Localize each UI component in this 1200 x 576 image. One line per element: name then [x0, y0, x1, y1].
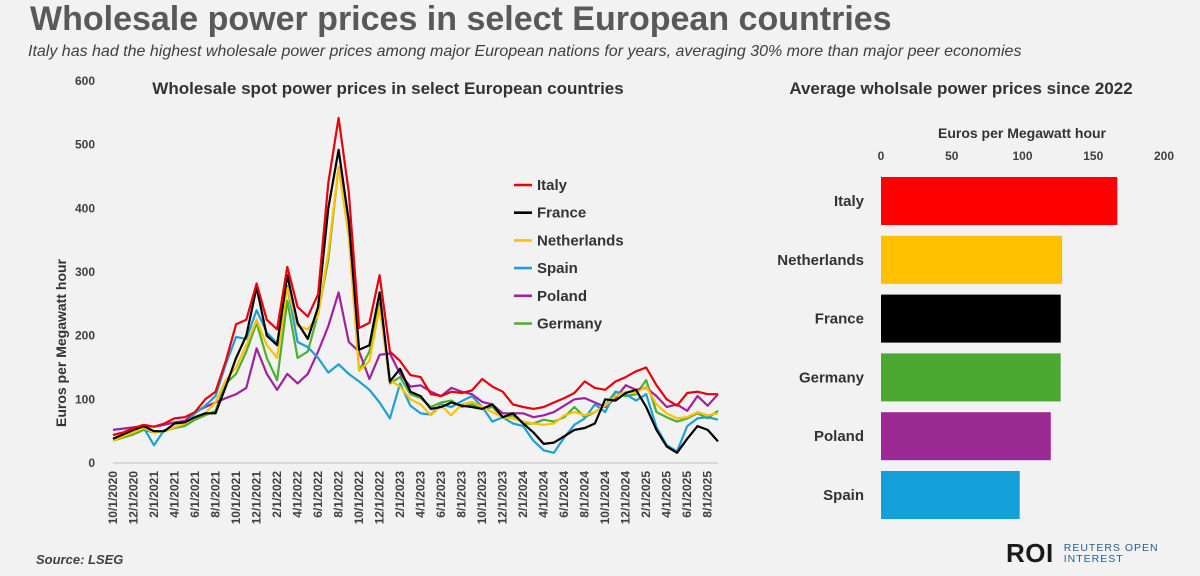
x-tick-label: 4/1/2022 [291, 471, 305, 518]
x-tick-label: 6/1/2022 [311, 471, 325, 518]
category-label-netherlands: Netherlands [777, 252, 864, 269]
series-line-france [112, 148, 719, 454]
legend-label-spain: Spain [537, 260, 578, 277]
series-line-netherlands [112, 165, 719, 442]
series-line-italy [112, 116, 718, 437]
x-tick-label: 4/1/2021 [168, 471, 182, 518]
x-tick-label: 2/1/2024 [516, 471, 530, 518]
logo-line-2: INTEREST [1063, 552, 1124, 565]
x-tick-label: 200 [1154, 149, 1174, 163]
bar-chart-title: Average wholsale power prices since 2022 [789, 79, 1132, 98]
y-axis-title: Euros per Megawatt hour [53, 258, 69, 427]
y-tick-label: 200 [75, 329, 95, 343]
legend: Italy France Netherlands Spain Poland Germany [514, 177, 624, 333]
x-tick-label: 8/1/2022 [332, 471, 346, 518]
y-axis-ticks: 0 100 200 300 400 500 600 [75, 74, 95, 470]
x-tick-label: 6/1/2024 [557, 471, 571, 518]
x-tick-label: 2/1/2021 [147, 471, 161, 518]
bar-poland [881, 412, 1051, 461]
x-tick-label: 8/1/2024 [578, 471, 592, 518]
x-axis-ticks: 10/1/2020 12/1/2020 2/1/2021 4/1/2021 6/1/20… [106, 462, 718, 525]
bar-france [881, 294, 1061, 343]
x-tick-label: 10/1/2021 [229, 471, 243, 525]
x-tick-label: 10/1/2024 [598, 471, 612, 525]
legend-label-poland: Poland [537, 288, 587, 305]
category-label-poland: Poland [814, 428, 864, 445]
y-tick-label: 500 [75, 138, 95, 152]
x-tick-label: 10/1/2023 [475, 471, 489, 525]
x-tick-label: 4/1/2025 [660, 471, 674, 518]
line-chart: Wholesale spot power prices in select Eu… [53, 74, 719, 525]
line-chart-title: Wholesale spot power prices in select Eu… [152, 79, 623, 98]
category-label-germany: Germany [799, 369, 865, 386]
x-tick-label: 2/1/2025 [639, 471, 653, 518]
legend-label-netherlands: Netherlands [537, 232, 624, 249]
legend-label-italy: Italy [537, 177, 568, 194]
logo-mark: ROI [1006, 538, 1054, 568]
logo-text: REUTERS OPEN INTEREST [1063, 541, 1159, 565]
x-tick-label: 50 [945, 149, 959, 163]
y-tick-label: 100 [75, 392, 95, 406]
x-tick-label: 100 [1012, 149, 1032, 163]
x-tick-label: 12/1/2024 [619, 471, 633, 525]
x-tick-label: 10/1/2020 [106, 471, 120, 525]
y-tick-label: 400 [75, 201, 95, 215]
bars: Italy Netherlands France Germany Poland Spain [777, 177, 1118, 519]
x-tick-label: 12/1/2022 [373, 471, 387, 525]
x-tick-label: 4/1/2024 [537, 471, 551, 518]
x-tick-label: 6/1/2025 [680, 471, 694, 518]
y-tick-label: 300 [75, 265, 95, 279]
legend-label-france: France [537, 205, 586, 222]
bar-chart: Average wholsale power prices since 2022… [777, 79, 1175, 519]
category-label-spain: Spain [823, 487, 864, 504]
source-note: Source: LSEG [36, 552, 124, 567]
x-tick-label: 10/1/2022 [352, 471, 366, 525]
x-tick-label: 2/1/2023 [393, 471, 407, 518]
page-subtitle: Italy has had the highest wholesale powe… [28, 43, 1022, 60]
series-line-spain [112, 284, 719, 454]
category-label-france: France [815, 311, 864, 328]
bar-italy [881, 177, 1118, 225]
y-tick-label: 600 [75, 74, 95, 88]
x-tick-label: 12/1/2020 [127, 471, 141, 525]
x-tick-label: 12/1/2021 [250, 471, 264, 525]
x-tick-label: 4/1/2023 [414, 471, 428, 518]
page-title: Wholesale power prices in select Europea… [30, 0, 892, 38]
series-lines [112, 116, 719, 454]
x-tick-label: 6/1/2021 [188, 471, 202, 518]
legend-label-germany: Germany [537, 316, 603, 333]
x-tick-label: 0 [878, 149, 885, 163]
x-tick-label: 8/1/2023 [455, 471, 469, 518]
x-tick-label: 8/1/2025 [701, 471, 715, 518]
x-tick-label: 150 [1083, 149, 1103, 163]
bar-spain [881, 471, 1020, 519]
logo-line-1: REUTERS OPEN [1063, 541, 1159, 554]
category-label-italy: Italy [834, 193, 865, 210]
x-tick-label: 6/1/2023 [434, 471, 448, 518]
x-tick-label: 12/1/2023 [496, 471, 510, 525]
x-tick-label: 2/1/2022 [270, 471, 284, 518]
bar-netherlands [881, 235, 1063, 284]
x-tick-label: 8/1/2021 [209, 471, 223, 518]
x-axis-title: Euros per Megawatt hour [938, 125, 1107, 141]
bar-germany [881, 353, 1061, 402]
y-tick-label: 0 [88, 456, 95, 470]
roi-logo: ROI REUTERS OPEN INTEREST [1006, 538, 1159, 569]
x-axis-ticks: 0 50 100 150 200 [878, 149, 1175, 163]
